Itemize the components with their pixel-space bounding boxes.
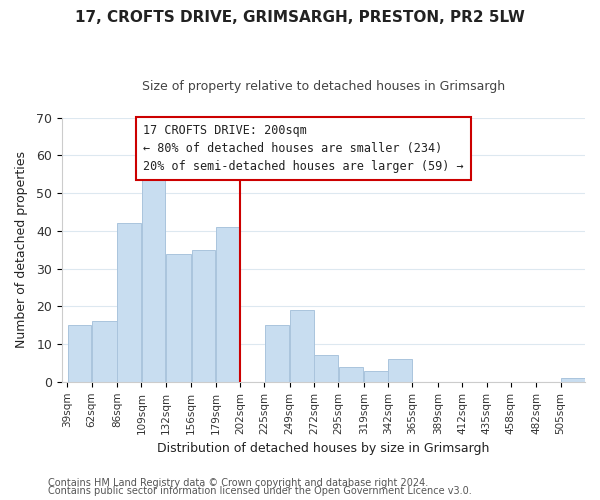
X-axis label: Distribution of detached houses by size in Grimsargh: Distribution of detached houses by size … [157, 442, 490, 455]
Bar [216, 227, 239, 382]
Text: 17, CROFTS DRIVE, GRIMSARGH, PRESTON, PR2 5LW: 17, CROFTS DRIVE, GRIMSARGH, PRESTON, PR… [75, 10, 525, 25]
Text: Contains public sector information licensed under the Open Government Licence v3: Contains public sector information licen… [48, 486, 472, 496]
Bar [388, 359, 412, 382]
Bar [191, 250, 215, 382]
Y-axis label: Number of detached properties: Number of detached properties [15, 152, 28, 348]
Bar [118, 224, 141, 382]
Bar [561, 378, 584, 382]
Title: Size of property relative to detached houses in Grimsargh: Size of property relative to detached ho… [142, 80, 505, 93]
Text: 17 CROFTS DRIVE: 200sqm
← 80% of detached houses are smaller (234)
20% of semi-d: 17 CROFTS DRIVE: 200sqm ← 80% of detache… [143, 124, 464, 174]
Bar [314, 356, 338, 382]
Bar [290, 310, 314, 382]
Text: Contains HM Land Registry data © Crown copyright and database right 2024.: Contains HM Land Registry data © Crown c… [48, 478, 428, 488]
Bar [339, 366, 364, 382]
Bar [364, 370, 388, 382]
Bar [265, 325, 289, 382]
Bar [142, 167, 166, 382]
Bar [92, 322, 117, 382]
Bar [166, 254, 191, 382]
Bar [68, 325, 91, 382]
